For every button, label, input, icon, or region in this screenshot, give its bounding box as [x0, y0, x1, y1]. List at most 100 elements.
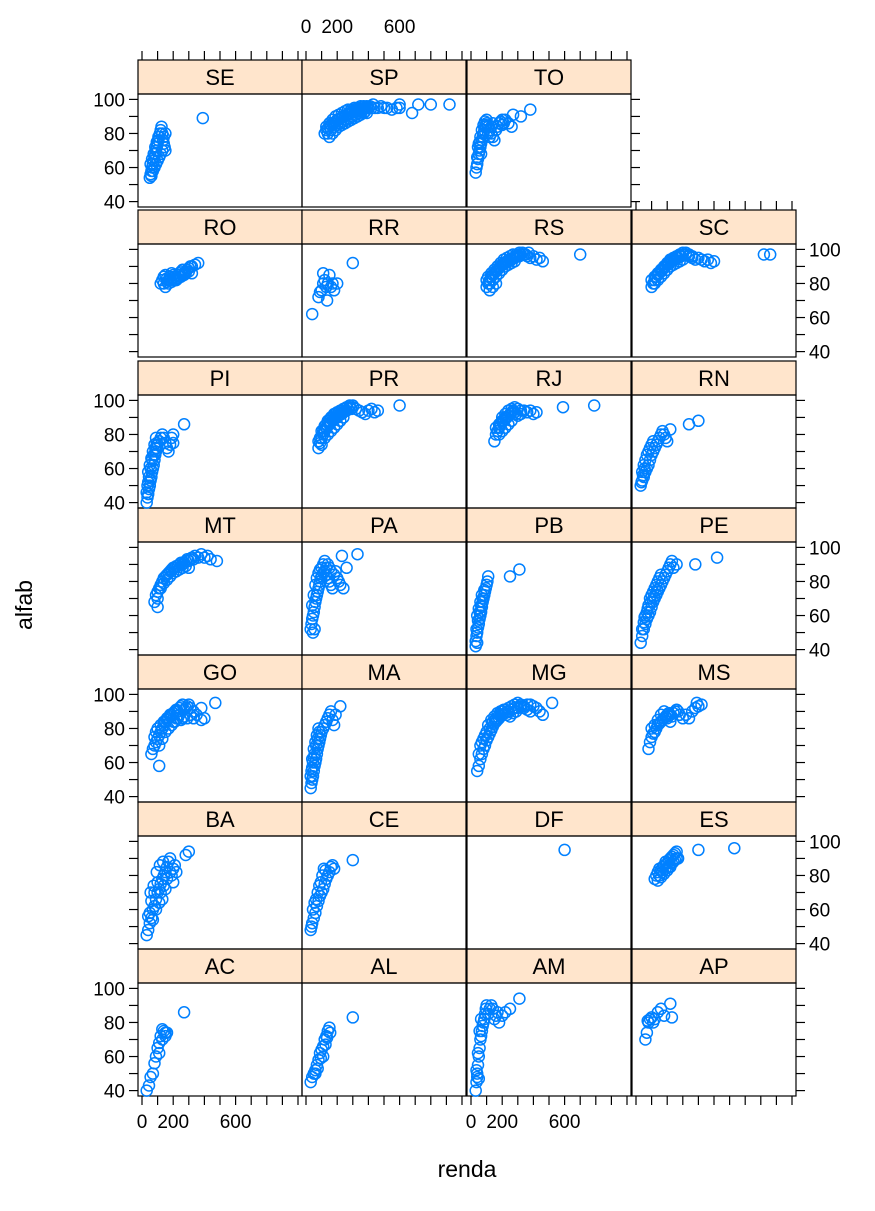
data-point — [495, 424, 509, 438]
data-point — [492, 428, 506, 441]
strip-label-pi: PI — [210, 366, 231, 391]
y-tick-label: 100 — [809, 832, 841, 853]
data-point — [470, 1063, 483, 1077]
data-point — [159, 127, 172, 140]
panel-frame — [137, 243, 303, 358]
data-point — [469, 634, 482, 648]
data-point — [148, 438, 161, 451]
panel-pe: PE — [631, 507, 797, 656]
data-point — [489, 421, 503, 434]
data-point — [337, 582, 350, 595]
panel-frame — [466, 688, 632, 803]
data-point — [210, 554, 224, 568]
y-tick-label: 60 — [104, 159, 125, 180]
data-point — [316, 1050, 330, 1063]
data-point — [533, 705, 546, 718]
data-point — [513, 992, 526, 1005]
data-point — [312, 722, 325, 735]
data-point — [643, 1012, 657, 1026]
data-point — [505, 414, 518, 428]
y-tick-label: 100 — [93, 979, 125, 1000]
data-point — [351, 547, 364, 561]
data-point — [470, 1070, 484, 1084]
data-point — [146, 1067, 160, 1080]
data-point — [472, 759, 486, 773]
data-point — [335, 549, 349, 563]
y-axis-row-6-right — [631, 98, 640, 203]
data-point — [508, 406, 521, 419]
data-point — [645, 722, 658, 735]
data-point — [160, 573, 174, 587]
data-point — [475, 588, 489, 602]
x-axis-col-2 — [470, 51, 628, 60]
data-point — [166, 428, 180, 441]
data-point — [483, 284, 496, 297]
data-point — [142, 1079, 156, 1092]
y-tick-label: 60 — [809, 901, 830, 922]
panel-go: GO — [137, 654, 303, 803]
strip-label-df: DF — [534, 807, 563, 832]
data-point — [513, 563, 526, 576]
y-axis-row-3-right: 40 60 80 100 — [796, 538, 841, 662]
data-point — [475, 735, 489, 749]
y-axis-row-6-left: 40 60 80 100 — [93, 90, 138, 214]
data-point — [326, 277, 339, 290]
data-point — [182, 561, 196, 575]
panel-frame — [631, 835, 797, 950]
data-point — [470, 764, 484, 778]
panel-ap: AP — [631, 948, 797, 1097]
data-point — [664, 423, 677, 436]
strip-background — [466, 59, 632, 95]
data-point — [470, 609, 484, 622]
data-point — [763, 248, 777, 261]
data-point — [341, 103, 355, 116]
strip-label-se: SE — [205, 65, 234, 90]
data-point — [168, 715, 182, 728]
data-point — [357, 99, 370, 113]
panel-ro: RO — [137, 209, 303, 358]
data-point — [509, 705, 523, 718]
panel-frame — [466, 541, 632, 656]
panel-pi: PI — [137, 360, 303, 509]
data-point — [667, 855, 680, 869]
strip-label-to: TO — [534, 65, 564, 90]
panel-mg: MG — [466, 654, 632, 803]
data-point — [140, 928, 153, 942]
x-axis-col-1: 0 200 600 — [301, 17, 463, 60]
panel-sp: SP — [301, 59, 467, 208]
data-point — [474, 147, 488, 161]
data-point — [640, 1026, 654, 1039]
data-point — [505, 120, 518, 133]
strip-background — [631, 209, 797, 245]
y-axis-row-4-left: 40 60 80 100 — [93, 391, 138, 515]
data-point — [318, 431, 331, 445]
data-point — [316, 267, 330, 280]
data-point — [664, 997, 677, 1010]
data-point — [648, 277, 661, 290]
panel-frame — [466, 93, 632, 208]
data-point — [304, 769, 317, 783]
data-point — [312, 290, 325, 304]
strip-label-rj: RJ — [536, 366, 563, 391]
strip-background — [631, 654, 797, 690]
data-point — [635, 475, 648, 489]
data-point — [473, 1024, 486, 1038]
data-point — [654, 270, 668, 283]
data-point — [330, 277, 344, 290]
data-point — [346, 1011, 360, 1024]
data-point — [670, 852, 683, 865]
data-point — [315, 438, 328, 451]
data-point — [405, 106, 419, 120]
y-tick-label: 80 — [809, 866, 830, 887]
strip-label-ba: BA — [205, 807, 235, 832]
data-point — [469, 1084, 482, 1097]
data-point — [337, 411, 350, 424]
data-point — [323, 268, 336, 282]
strip-label-ac: AC — [205, 954, 236, 979]
data-point — [654, 870, 668, 884]
data-point — [470, 1075, 483, 1089]
data-point — [635, 629, 649, 643]
data-point — [156, 732, 169, 745]
panel-rn: RN — [631, 360, 797, 509]
data-point — [692, 414, 705, 428]
